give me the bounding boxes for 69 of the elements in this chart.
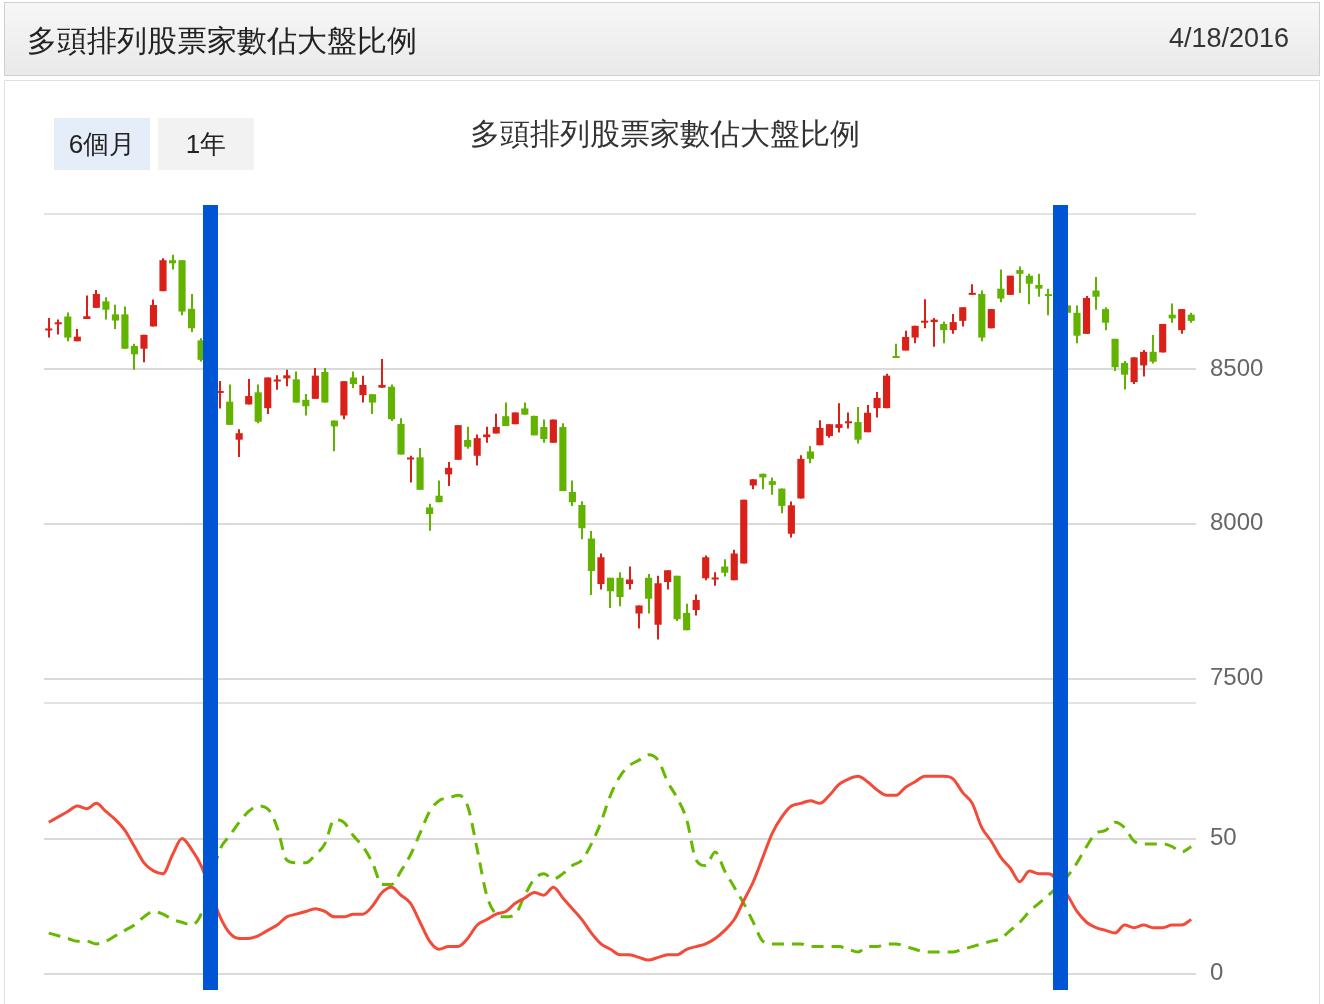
candlestick	[778, 487, 786, 515]
candlestick	[302, 392, 310, 417]
text: 6個月	[54, 118, 150, 170]
candlestick	[863, 404, 872, 434]
candlestick	[445, 460, 453, 488]
candlestick	[1149, 334, 1157, 365]
candlestick	[1073, 304, 1081, 345]
candlestick	[959, 306, 967, 328]
candlestick	[949, 313, 957, 335]
candlestick	[102, 296, 110, 321]
text: 多頭排列股票家數佔大盤比例	[27, 23, 417, 59]
candlestick	[835, 402, 843, 434]
candlestick	[45, 317, 53, 339]
candlestick	[997, 268, 1005, 304]
candlestick	[368, 393, 377, 416]
candlestick	[1178, 308, 1186, 335]
candlestick	[378, 357, 386, 389]
text: 1年	[158, 118, 254, 170]
candlestick	[111, 303, 119, 330]
candlestick	[1044, 287, 1052, 317]
candlestick	[625, 565, 634, 591]
candlestick	[702, 554, 710, 582]
candlestick	[473, 433, 481, 467]
candlestick	[816, 419, 824, 447]
candlestick	[578, 500, 586, 541]
candlestick	[921, 298, 929, 330]
candlestick	[426, 502, 434, 532]
y-tick-label: 0	[1210, 958, 1224, 986]
candlestick	[683, 602, 691, 632]
y-tick-label: 8000	[1210, 508, 1264, 536]
candlestick	[1092, 275, 1100, 311]
candlestick	[902, 329, 910, 352]
chart-title: 多頭排列股票家數佔大盤比例	[469, 116, 861, 152]
y-tick-label: 50	[1210, 823, 1237, 851]
candlestick	[940, 320, 948, 345]
candlestick	[664, 569, 672, 591]
candlestick	[273, 374, 281, 391]
candlestick	[1140, 348, 1148, 378]
candlestick	[644, 573, 653, 615]
candlestick	[292, 370, 300, 404]
candlestick	[1025, 272, 1033, 306]
candlestick	[406, 454, 415, 484]
candlestick	[540, 418, 548, 444]
y-tick-label: 8500	[1210, 353, 1264, 381]
candlestick	[188, 292, 196, 333]
candlestick	[692, 593, 700, 617]
candlestick	[568, 479, 576, 507]
candlestick	[130, 342, 139, 371]
candlestick	[616, 571, 624, 608]
candlestick	[235, 428, 243, 459]
candlestick	[854, 405, 862, 445]
candlestick	[311, 366, 319, 400]
candlestick	[149, 298, 158, 328]
text: 4/18/2016	[1168, 23, 1289, 54]
candlestick	[64, 311, 72, 343]
candlestick	[1035, 272, 1043, 298]
candlestick	[359, 374, 367, 404]
y-tick-label: 7500	[1210, 663, 1264, 691]
candlestick	[245, 378, 253, 406]
candlestick	[606, 576, 615, 610]
candlestick	[140, 333, 148, 364]
candlestick	[226, 383, 234, 426]
candlestick	[844, 411, 853, 430]
candlestick	[1101, 306, 1110, 332]
candlestick	[873, 391, 881, 419]
candlestick	[464, 425, 472, 450]
candlestick	[492, 412, 500, 435]
candlestick	[1121, 360, 1129, 391]
candlestick	[1016, 265, 1024, 295]
